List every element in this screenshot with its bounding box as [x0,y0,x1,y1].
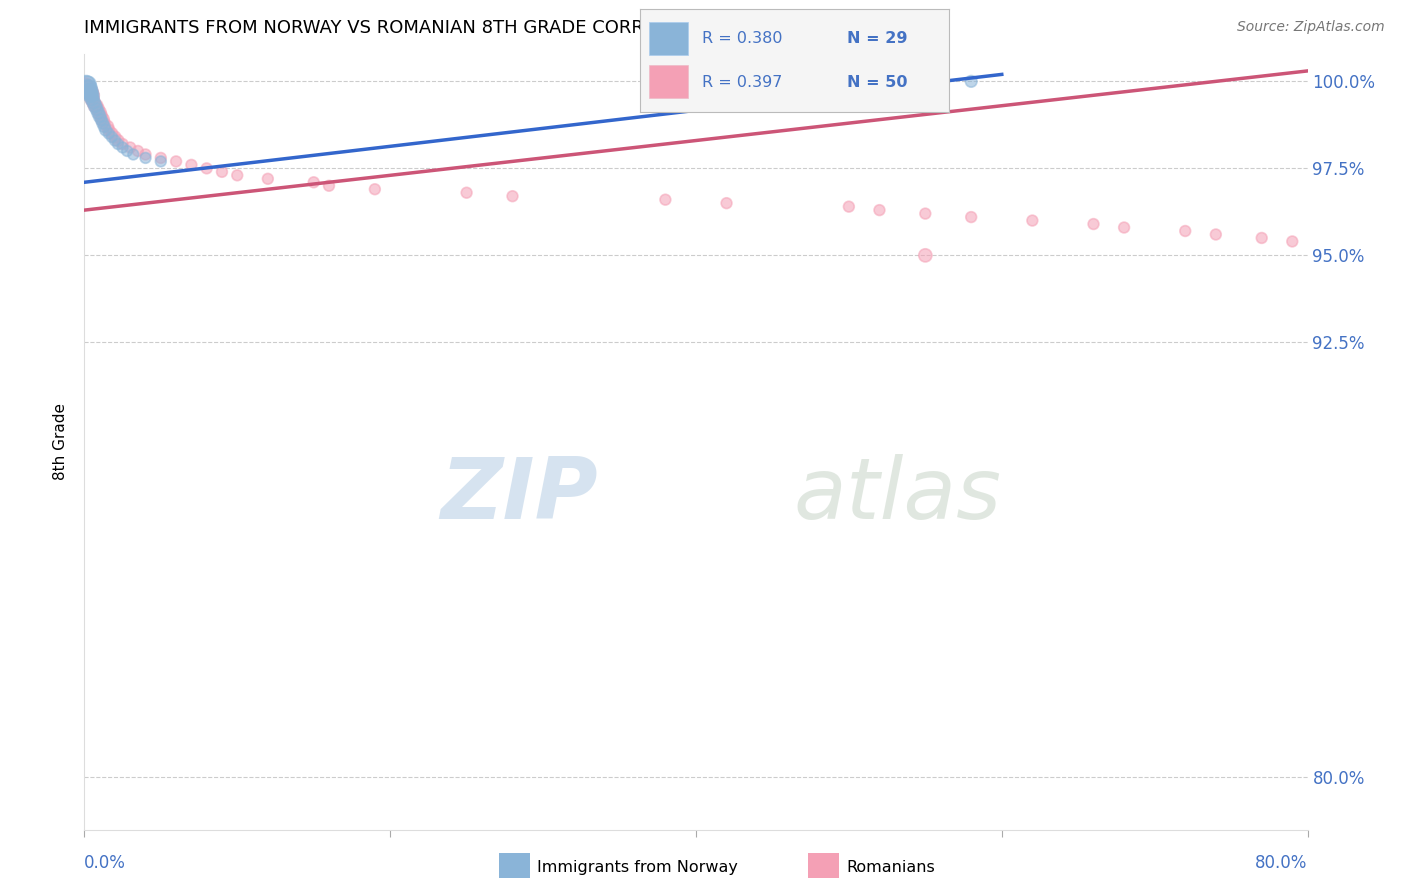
Point [90,112,112,127]
Point [122,147,145,161]
Point [101,127,124,141]
Point [302,175,325,189]
Point [76,81,98,95]
Point [97,123,120,137]
Point [91,112,114,127]
Point [502,189,524,203]
Point [80,88,103,103]
Text: Romanians: Romanians [846,860,935,874]
Point [90,109,112,123]
Point [107,136,129,151]
Point [75,78,97,92]
Text: R = 0.380: R = 0.380 [702,31,782,46]
Point [1250,231,1272,245]
Point [76,81,98,95]
Point [226,169,249,183]
Point [456,186,478,200]
Point [180,158,202,172]
Point [83,95,105,110]
Point [96,120,118,134]
Point [77,85,100,99]
Point [149,154,172,169]
Text: atlas: atlas [794,454,1002,537]
Point [86,102,108,116]
Point [1205,227,1227,242]
Point [101,130,124,145]
Point [838,200,860,214]
Text: R = 0.397: R = 0.397 [702,75,782,90]
Point [127,144,149,158]
Point [1174,224,1197,238]
Point [79,85,101,99]
Point [149,151,172,165]
Text: N = 50: N = 50 [846,75,907,90]
Point [84,99,107,113]
Point [1083,217,1105,231]
Point [211,165,233,179]
Text: Immigrants from Norway: Immigrants from Norway [537,860,738,874]
Point [1281,235,1303,249]
Bar [650,65,688,98]
Point [1021,213,1043,227]
Point [97,127,120,141]
Point [89,109,111,123]
Point [77,81,100,95]
Point [94,123,117,137]
Point [111,140,134,154]
Text: 0.0%: 0.0% [84,854,127,871]
Point [84,99,107,113]
Point [115,144,138,158]
Point [914,248,936,262]
Point [76,81,98,95]
Point [80,92,103,106]
Point [76,78,98,92]
Point [869,203,891,218]
Point [165,154,187,169]
Point [107,134,129,148]
Point [104,134,127,148]
Point [87,105,110,120]
Point [654,74,676,88]
Y-axis label: 8th Grade: 8th Grade [53,403,69,480]
Point [79,88,101,103]
Point [93,120,115,134]
Point [135,147,157,161]
Point [111,136,134,151]
Point [716,196,738,211]
Point [93,116,115,130]
Point [960,74,983,88]
Point [914,206,936,220]
Text: ZIP: ZIP [440,454,598,537]
Text: 80.0%: 80.0% [1256,854,1308,871]
Text: N = 29: N = 29 [846,31,907,46]
Text: Source: ZipAtlas.com: Source: ZipAtlas.com [1237,20,1385,34]
Point [364,182,387,196]
Point [654,193,676,207]
Point [75,78,97,92]
Point [86,99,108,113]
Point [77,85,100,99]
Point [257,171,280,186]
Point [104,130,127,145]
Text: IMMIGRANTS FROM NORWAY VS ROMANIAN 8TH GRADE CORRELATION CHART: IMMIGRANTS FROM NORWAY VS ROMANIAN 8TH G… [84,19,787,37]
Point [120,140,142,154]
Point [1114,220,1136,235]
Point [135,151,157,165]
Point [318,178,340,193]
Point [83,95,105,110]
Point [195,161,218,176]
Point [91,116,114,130]
Point [89,105,111,120]
Point [80,88,103,103]
Point [87,102,110,116]
Point [960,210,983,224]
Bar [650,22,688,55]
Point [80,92,103,106]
Point [79,85,101,99]
